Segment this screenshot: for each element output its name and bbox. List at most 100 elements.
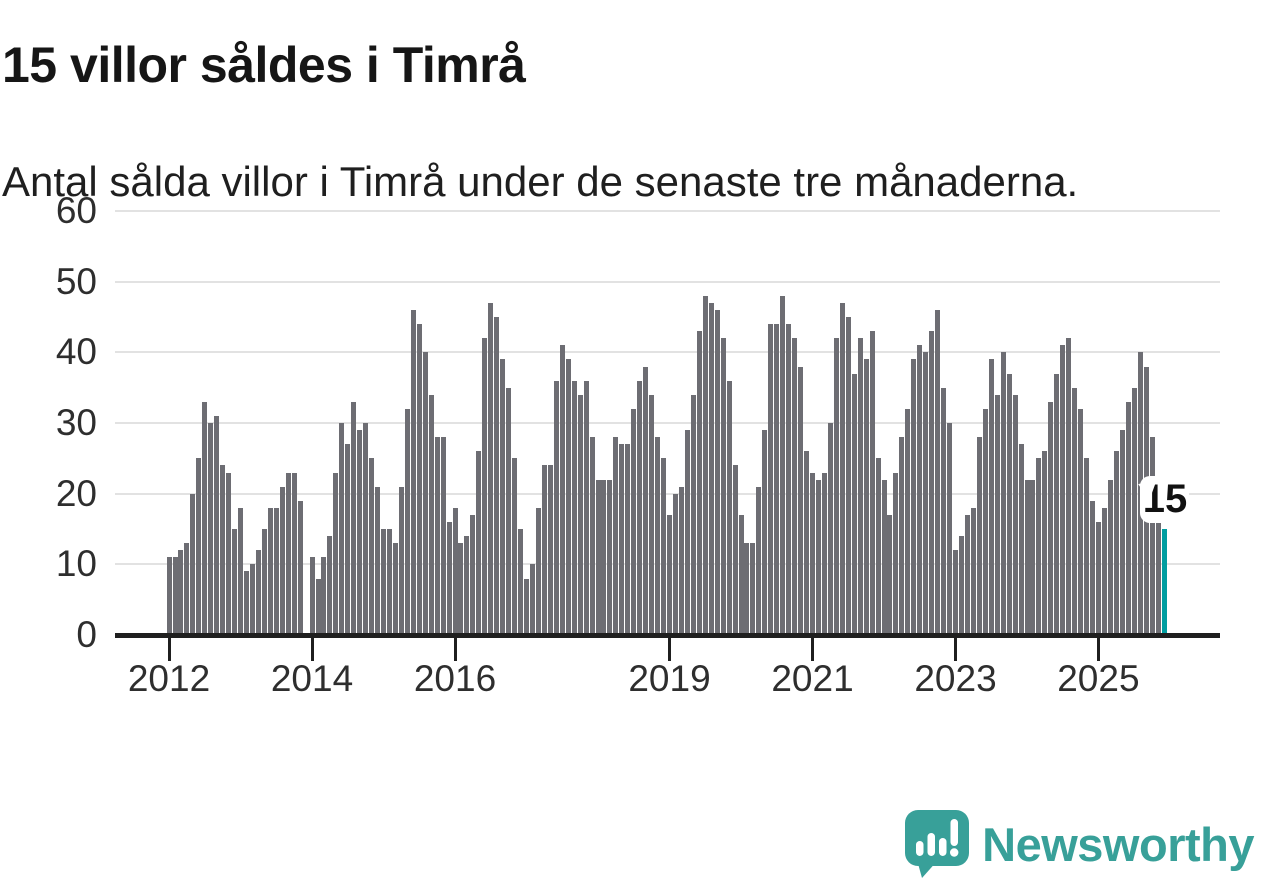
bar (172, 557, 178, 635)
bar (1113, 451, 1119, 635)
bar (267, 507, 273, 635)
x-axis-label: 2025 (1057, 658, 1140, 699)
bar (565, 359, 571, 635)
bar (1101, 507, 1107, 635)
y-axis-label: 30 (55, 402, 97, 443)
bar (1155, 514, 1161, 635)
bar (643, 366, 649, 635)
bar (935, 309, 941, 635)
bar (672, 493, 678, 635)
bar (720, 338, 726, 635)
bar (398, 486, 404, 635)
bar (375, 486, 380, 635)
bar (637, 380, 643, 635)
bar (410, 309, 416, 635)
bar (506, 387, 512, 635)
bar (309, 557, 315, 635)
bar (1036, 458, 1042, 635)
bar (279, 486, 285, 635)
gridline (115, 280, 1220, 283)
speech-bubble-bar-chart-icon (905, 810, 970, 878)
bar (780, 295, 786, 635)
bar (839, 302, 845, 635)
bar (708, 302, 714, 635)
bar (917, 345, 923, 635)
x-axis-label: 2023 (914, 658, 997, 699)
bar (953, 550, 958, 635)
x-axis-tick (954, 638, 957, 661)
y-axis-label: 10 (55, 543, 97, 585)
brand-logo: Newsworthy (905, 810, 1254, 878)
bar (178, 550, 184, 635)
bar (518, 529, 523, 635)
bar (827, 423, 833, 635)
bar (404, 408, 410, 635)
bar (923, 352, 929, 635)
bar (1107, 479, 1113, 635)
bar (1072, 387, 1078, 635)
bar (482, 338, 488, 635)
bar (661, 458, 666, 635)
bar (208, 423, 214, 635)
gridline (115, 492, 1220, 495)
bar (535, 507, 541, 635)
bar (244, 571, 249, 635)
bar (947, 423, 952, 635)
bar (881, 479, 887, 635)
bar (249, 564, 255, 635)
bar (1024, 479, 1030, 635)
x-axis-label: 2012 (127, 658, 211, 699)
bar (494, 317, 500, 635)
bar (595, 479, 601, 635)
x-axis-tick (310, 638, 314, 661)
bar (333, 472, 339, 635)
bar (875, 458, 881, 635)
bar (929, 331, 935, 635)
bar (667, 514, 672, 635)
x-axis-tick (811, 638, 814, 661)
bar (678, 486, 684, 635)
bar (1000, 352, 1006, 635)
bar (714, 309, 720, 635)
bar (863, 359, 869, 635)
bar (297, 500, 303, 635)
bar (214, 415, 220, 635)
bar (982, 408, 988, 635)
bar (774, 324, 780, 635)
bar (452, 507, 458, 635)
bar (547, 465, 553, 635)
bar (899, 437, 905, 635)
bar (1149, 437, 1155, 635)
bar (488, 302, 494, 635)
bar (428, 394, 434, 635)
bar (529, 564, 535, 635)
bar (684, 430, 690, 635)
bar (416, 324, 422, 635)
bar (1018, 444, 1024, 635)
bar (500, 359, 506, 635)
bar (1042, 451, 1048, 635)
bar (464, 536, 470, 635)
bar (524, 578, 529, 635)
bar (810, 472, 815, 635)
bar (1125, 401, 1131, 635)
bar (166, 557, 172, 635)
gridline (115, 351, 1220, 354)
bar (613, 437, 619, 635)
y-axis-label: 60 (55, 190, 97, 231)
bar (655, 437, 661, 635)
bar (571, 380, 577, 635)
bar (726, 380, 732, 635)
bar-chart-plot-area: 15 2012 2014 2016 2019 2021 2023 2025 (115, 210, 1220, 699)
bar (1012, 394, 1018, 635)
brand-name: Newsworthy (982, 817, 1254, 871)
bar (422, 352, 428, 635)
x-axis-tick (167, 638, 171, 661)
bar (470, 514, 476, 635)
bar (941, 387, 946, 635)
bar (821, 472, 827, 635)
bar (958, 536, 964, 635)
page-title: 15 villor såldes i Timrå (2, 36, 526, 93)
page-subtitle: Antal sålda villor i Timrå under de sena… (2, 158, 1079, 205)
bar (887, 514, 893, 635)
